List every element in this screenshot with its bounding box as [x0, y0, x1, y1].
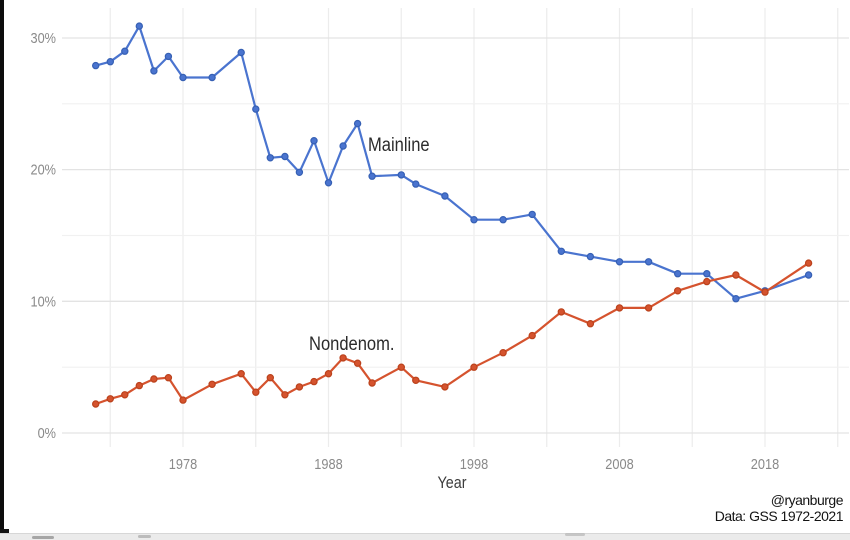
- y-tick-label: 0%: [38, 425, 56, 442]
- mainline-data-point: [470, 215, 478, 224]
- nondenom-data-point: [266, 374, 274, 382]
- nondenom-data-point: [586, 320, 595, 328]
- nondenom-data-point: [324, 370, 333, 378]
- chart-credits: @ryanburge Data: GSS 1972-2021: [714, 492, 844, 525]
- mainline-data-point: [91, 61, 100, 70]
- x-tick-label: 1978: [169, 456, 197, 473]
- nondenom-data-point: [252, 388, 260, 396]
- y-tick-label: 30%: [31, 30, 57, 47]
- series-label-mainline: Mainline: [368, 135, 430, 156]
- mainline-data-point: [179, 73, 187, 82]
- nondenom-data-point: [150, 375, 158, 383]
- mainline-data-point: [674, 270, 682, 278]
- nondenom-data-point: [441, 383, 449, 391]
- nondenom-data-point: [470, 363, 478, 371]
- mainline-data-point: [412, 180, 420, 188]
- mainline-data-point: [106, 58, 115, 66]
- x-tick-label: 2008: [605, 456, 633, 473]
- mainline-line: [95, 25, 809, 300]
- x-axis-title: Year: [438, 474, 467, 492]
- nondenom-data-point: [295, 383, 304, 391]
- mainline-data-point: [339, 142, 347, 150]
- nondenom-data-point: [339, 354, 347, 362]
- bottom-edge-bar: [0, 533, 850, 540]
- nondenom-data-point: [135, 381, 143, 390]
- nondenom-data-point: [528, 331, 536, 340]
- nondenom-data-point: [703, 277, 711, 286]
- nondenom-data-point: [121, 391, 129, 399]
- mainline-data-point: [804, 271, 813, 279]
- mainline-data-point: [615, 258, 624, 266]
- x-tick-label: 1988: [314, 456, 342, 473]
- mainline-data-point: [150, 67, 158, 75]
- nondenom-data-point: [804, 259, 813, 267]
- nondenom-data-point: [499, 349, 507, 357]
- mainline-data-point: [586, 252, 595, 261]
- window-left-border: [0, 0, 4, 536]
- mainline-data-point: [281, 152, 289, 161]
- nondenom-data-point: [164, 374, 173, 382]
- nondenom-data-point: [310, 377, 318, 386]
- mainline-data-point: [353, 119, 362, 128]
- mainline-data-point: [703, 270, 711, 278]
- nondenom-data-point: [208, 380, 216, 388]
- nondenom-data-point: [281, 391, 289, 399]
- x-tick-label: 1998: [460, 456, 488, 473]
- nondenom-data-point: [557, 308, 566, 316]
- bottom-edge-smudge: [138, 535, 151, 538]
- bottom-edge-smudge: [32, 536, 54, 539]
- mainline-data-point: [237, 48, 245, 57]
- y-tick-label: 10%: [31, 293, 57, 310]
- series-label-nondenom: Nondenom.: [309, 334, 395, 355]
- mainline-data-point: [557, 247, 566, 255]
- nondenom-data-point: [91, 400, 100, 408]
- mainline-data-point: [252, 105, 260, 113]
- nondenom-data-point: [412, 376, 420, 384]
- nondenom-data-point: [237, 370, 245, 378]
- y-tick-label: 20%: [31, 162, 57, 179]
- credit-handle: @ryanburge: [770, 492, 844, 508]
- mainline-data-point: [368, 172, 376, 180]
- nondenom-data-point: [615, 304, 624, 312]
- nondenom-data-point: [368, 379, 376, 387]
- nondenom-data-point: [106, 395, 115, 403]
- mainline-data-point: [441, 192, 449, 200]
- mainline-data-point: [499, 215, 507, 224]
- nondenom-data-point: [644, 304, 653, 312]
- nondenom-data-point: [353, 359, 362, 367]
- mainline-data-point: [266, 154, 274, 162]
- mainline-data-point: [295, 168, 304, 176]
- mainline-data-point: [644, 258, 653, 266]
- nondenom-data-point: [397, 363, 405, 371]
- mainline-data-point: [528, 210, 536, 219]
- mainline-data-point: [135, 22, 143, 30]
- mainline-data-point: [732, 295, 740, 303]
- nondenom-line: [95, 262, 810, 406]
- mainline-data-point: [121, 47, 129, 55]
- mainline-data-point: [310, 136, 318, 145]
- mainline-data-point: [324, 179, 333, 187]
- mainline-data-point: [164, 52, 173, 61]
- mainline-data-point: [208, 73, 216, 82]
- nondenom-data-point: [732, 271, 740, 279]
- x-tick-label: 2018: [751, 456, 779, 473]
- nondenom-data-point: [674, 287, 682, 295]
- bottom-edge-smudge: [565, 533, 585, 536]
- nondenom-data-point: [761, 288, 769, 296]
- nondenom-data-point: [179, 396, 187, 404]
- credit-source: Data: GSS 1972-2021: [714, 508, 844, 525]
- mainline-data-point: [397, 171, 405, 179]
